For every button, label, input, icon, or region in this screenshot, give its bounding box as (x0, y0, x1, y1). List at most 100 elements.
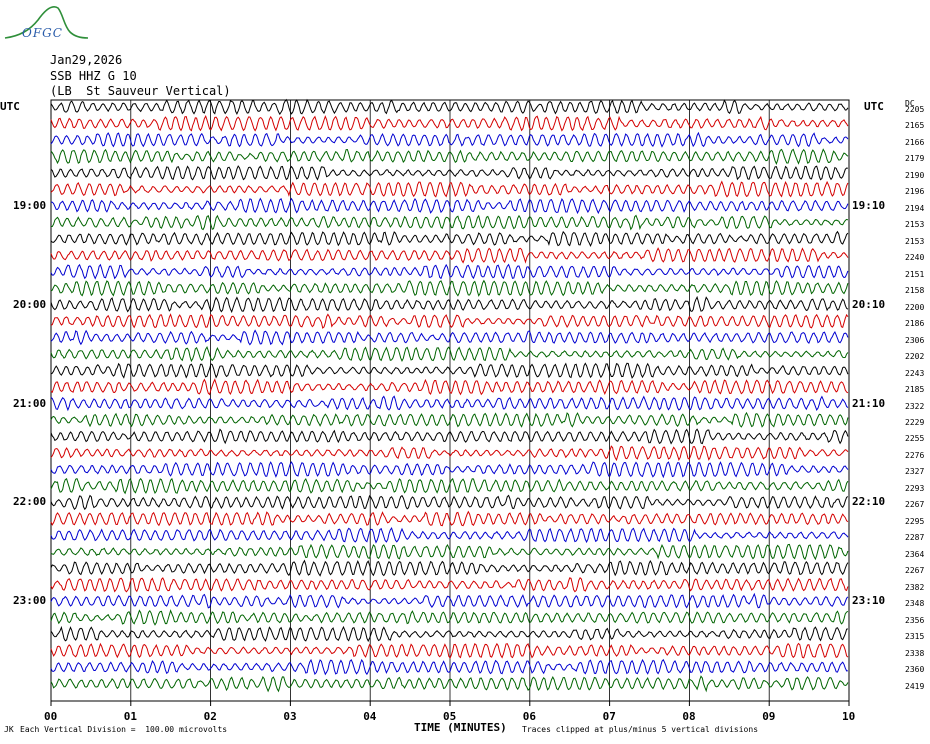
trace-line (50, 279, 849, 297)
trace-line (50, 411, 849, 428)
hour-label-left: 23:00 (13, 594, 47, 608)
x-tick-label: 06 (522, 710, 537, 723)
dc-offset-label: 2276 (905, 450, 925, 460)
hour-label-right: 22:10 (852, 495, 886, 509)
trace-line (50, 510, 849, 527)
trace-line (50, 576, 849, 593)
trace-line (50, 395, 849, 412)
hour-label-left: 20:00 (13, 297, 47, 311)
dc-offset-label: 2382 (905, 582, 925, 592)
dc-offset-label: 2364 (905, 549, 925, 559)
hour-label-right: 23:10 (852, 594, 886, 608)
dc-offset-label: 2202 (905, 352, 925, 362)
dc-offset-label: 2356 (905, 615, 925, 625)
trace-line (50, 180, 849, 198)
logo-mountain-icon (4, 5, 89, 39)
hour-label-left: 21:00 (13, 396, 47, 410)
trace-line (50, 197, 849, 215)
trace-line (50, 148, 849, 166)
dc-offset-label: 2158 (905, 286, 925, 296)
dc-offset-label: 2287 (905, 533, 925, 543)
dc-offset-label: 2327 (905, 467, 925, 477)
vertical-division-note: Each Vertical Division = 100.00 microvol… (20, 725, 228, 734)
x-tick-label: 01 (123, 710, 138, 723)
dc-offset-label: 2267 (905, 566, 925, 576)
x-tick-label: 00 (44, 710, 58, 723)
trace-line (50, 263, 849, 280)
dc-offset-label: 2153 (905, 220, 925, 230)
dc-header: DC (905, 99, 915, 108)
dc-offset-label: 2185 (905, 385, 925, 395)
utc-label-right: UTC (864, 100, 884, 113)
trace-line (50, 445, 849, 462)
utc-label-left: UTC (0, 100, 20, 113)
x-tick-label: 04 (363, 710, 377, 723)
trace-line (50, 247, 849, 264)
trace-line (50, 230, 849, 248)
dc-offset-label: 2267 (905, 500, 925, 510)
dc-offset-label: 2338 (905, 648, 925, 658)
x-tick-label: 03 (283, 710, 297, 723)
x-tick-label: 08 (682, 710, 696, 723)
trace-group (50, 98, 849, 693)
dc-offset-label: 2295 (905, 516, 925, 526)
dc-offset-label: 2229 (905, 417, 925, 427)
hour-label-right: 19:10 (852, 198, 886, 212)
corner-mark: JK (4, 725, 14, 734)
trace-line (50, 345, 849, 363)
dc-offset-label: 2255 (905, 434, 925, 444)
trace-line (50, 494, 849, 511)
dc-offset-label: 2243 (905, 368, 925, 378)
dc-offset-label: 2205 (905, 105, 925, 114)
dc-offset-label: 2194 (905, 203, 925, 213)
trace-line (50, 98, 849, 116)
x-tick-label: 07 (602, 710, 616, 723)
hour-label-left: 22:00 (13, 495, 47, 509)
location-label: (LB St Sauveur Vertical) (50, 84, 231, 98)
clip-note: Traces clipped at plus/minus 5 vertical … (522, 725, 759, 734)
dc-offset-label: 2200 (905, 302, 925, 312)
trace-line (50, 592, 849, 609)
dc-offset-label: 2179 (905, 154, 925, 164)
trace-line (50, 609, 849, 626)
dc-offset-label: 2165 (905, 121, 925, 131)
trace-line (50, 378, 849, 396)
dc-offset-label: 2348 (905, 599, 925, 609)
dc-offset-label: 2186 (905, 319, 925, 329)
trace-line (50, 477, 849, 495)
trace-line (50, 329, 849, 346)
dc-offset-label: 2306 (905, 335, 925, 345)
trace-line (50, 114, 849, 132)
trace-line (50, 131, 849, 148)
dc-offset-label: 2190 (905, 170, 925, 180)
x-tick-label: 05 (443, 710, 457, 723)
dc-offset-label: 2151 (905, 269, 925, 279)
x-tick-label: 02 (203, 710, 217, 723)
trace-line (50, 642, 849, 659)
trace-line (50, 313, 849, 329)
trace-line (50, 658, 848, 676)
trace-line (50, 625, 849, 643)
dc-offset-label: 2240 (905, 253, 925, 263)
trace-line (50, 428, 849, 445)
trace-line (50, 362, 849, 379)
x-axis-label: TIME (MINUTES) (414, 721, 507, 734)
station-label: SSB HHZ G 10 (50, 69, 137, 83)
date-label: Jan29,2026 (50, 53, 123, 67)
dc-offset-label: 2293 (905, 483, 925, 493)
dc-offset-label: 2360 (905, 665, 925, 675)
trace-line (50, 295, 849, 314)
trace-line (50, 165, 848, 181)
dc-offset-label: 2196 (905, 187, 925, 197)
trace-line (50, 526, 849, 544)
trace-line (50, 543, 849, 561)
dc-offset-label: 2166 (905, 137, 925, 147)
dc-offset-label: 2153 (905, 236, 925, 246)
x-tick-label: 09 (762, 710, 776, 723)
x-tick-label: 10 (842, 710, 856, 723)
hour-label-right: 20:10 (852, 297, 886, 311)
trace-line (50, 559, 849, 577)
hour-label-left: 19:00 (13, 198, 47, 212)
hour-label-right: 21:10 (852, 396, 886, 410)
